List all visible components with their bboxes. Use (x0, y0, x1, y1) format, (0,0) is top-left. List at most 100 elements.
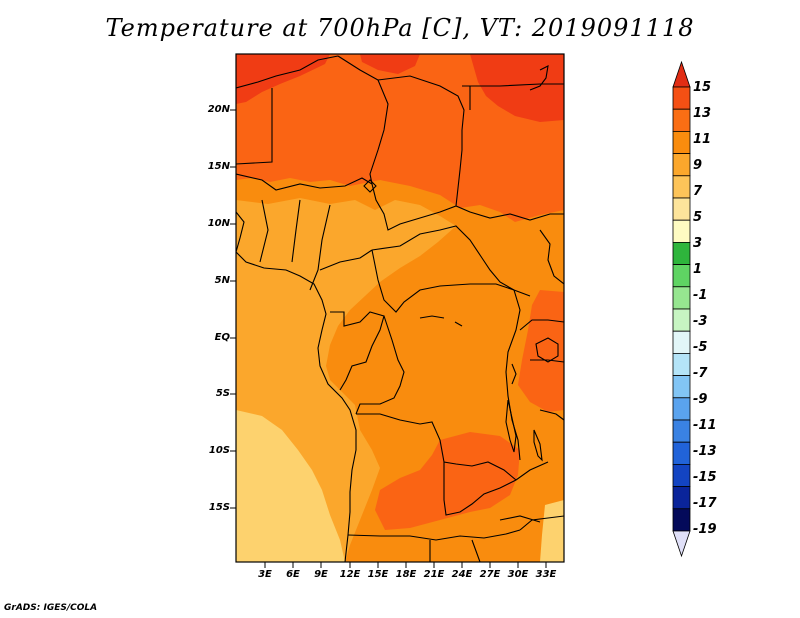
lon-label-18e: 18E (395, 569, 417, 580)
border-north-2 (337, 55, 389, 185)
colorbar-label-neg17: -17 (693, 496, 717, 511)
colorbar-box (672, 130, 691, 154)
border-north-1 (236, 55, 339, 89)
colorbar-box (672, 463, 691, 487)
colorbar-label-5: 5 (693, 210, 703, 225)
colorbar-top-arrow (672, 60, 691, 88)
lake-tanganyika (505, 399, 517, 453)
colorbar-box (672, 441, 691, 465)
colorbar-label-neg13: -13 (693, 444, 717, 459)
border-namibia (429, 539, 481, 562)
colorbar-box (672, 419, 691, 443)
lat-label-15s: 15S (208, 502, 230, 513)
coastline-west (236, 211, 357, 562)
colorbar-label-neg15: -15 (693, 470, 717, 485)
colorbar-label-3: 3 (693, 236, 703, 251)
red-sea (529, 65, 549, 91)
lon-ticks (264, 562, 547, 568)
border-gabon (330, 311, 385, 391)
colorbar-box (672, 175, 691, 199)
lon-label-12e: 12E (339, 569, 361, 580)
colorbar-box (672, 330, 691, 354)
colorbar-boxes (672, 86, 691, 532)
lake-malawi (533, 429, 543, 462)
chart-title: Temperature at 700hPa [C], VT: 201909111… (105, 14, 695, 42)
colorbar-box (672, 375, 691, 399)
river-congo (419, 315, 463, 327)
colorbar-box (672, 486, 691, 510)
colorbar-label-1: 1 (693, 262, 703, 277)
border-angola-s (347, 529, 521, 541)
lat-ticks (230, 109, 236, 509)
colorbar-box (672, 197, 691, 221)
lon-label-15e: 15E (367, 569, 389, 580)
credit-text: GrADS: IGES/COLA (4, 603, 98, 613)
east-border-ne (539, 229, 564, 285)
lon-label-6e: 6E (286, 569, 300, 580)
lon-label-33e: 33E (535, 569, 557, 580)
border-tanzania (519, 319, 564, 421)
colorbar-label-neg11: -11 (693, 418, 717, 433)
colorbar-label-neg9: -9 (693, 392, 708, 407)
colorbar-label-neg7: -7 (693, 366, 708, 381)
lat-label-10n: 10N (207, 218, 230, 229)
coastlines-and-borders (236, 55, 564, 562)
colorbar-box (672, 308, 691, 332)
field-band-11-13 (236, 54, 564, 222)
border-cam-gab (319, 249, 515, 313)
lat-label-eq: EQ (214, 332, 230, 343)
colorbar-box (672, 508, 691, 532)
lat-label-15n: 15N (207, 161, 230, 172)
border-mozambique (499, 515, 564, 531)
colorbar-box (672, 352, 691, 376)
field-band-13-15-ne (470, 54, 564, 122)
colorbar-label-neg3: -3 (693, 314, 708, 329)
lon-label-24e: 24E (451, 569, 473, 580)
colorbar-label-9: 9 (693, 158, 703, 173)
colorbar-label-15: 15 (693, 80, 712, 95)
lon-label-21e: 21E (423, 569, 445, 580)
border-north-3 (377, 75, 465, 207)
temperature-field (236, 54, 564, 562)
lon-label-27e: 27E (479, 569, 501, 580)
colorbar-box (672, 153, 691, 177)
colorbar-box (672, 241, 691, 265)
colorbar-label-neg1: -1 (693, 288, 708, 303)
border-west-1 (236, 88, 273, 165)
field-band-5-7-se (540, 500, 564, 562)
colorbar-label-11: 11 (693, 132, 712, 147)
lat-label-10s: 10S (208, 445, 230, 456)
field-band-11-13-s (375, 432, 520, 530)
colorbar-label-13: 13 (693, 106, 712, 121)
lon-label-3e: 3E (258, 569, 272, 580)
lat-label-5n: 5N (214, 275, 230, 286)
colorbar-box (672, 264, 691, 288)
border-sahel-2 (371, 183, 564, 231)
colorbar-box (672, 108, 691, 132)
border-angola-n (356, 413, 517, 481)
lat-label-20n: 20N (207, 104, 230, 115)
colorbar-box (672, 86, 691, 110)
lake-chad (363, 179, 377, 193)
border-sahel-1 (236, 173, 373, 191)
colorbar-box (672, 286, 691, 310)
colorbar-box (672, 397, 691, 421)
lake-kivu (511, 363, 517, 385)
border-congo (355, 315, 405, 415)
lake-victoria (535, 337, 559, 363)
colorbar-box (672, 219, 691, 243)
field-band-5-7-sw (236, 410, 345, 562)
colorbar-label-neg5: -5 (693, 340, 708, 355)
border-drc-east (505, 289, 521, 461)
map-frame (235, 53, 565, 563)
colorbar-bottom-arrow (672, 530, 691, 558)
field-band-13-15-n (360, 54, 420, 74)
border-zambia (443, 461, 549, 516)
lon-label-30e: 30E (507, 569, 529, 580)
colorbar-label-7: 7 (693, 184, 703, 199)
border-inner-1 (259, 199, 331, 291)
border-north-4 (462, 83, 564, 110)
lat-label-5s: 5S (215, 388, 230, 399)
lon-label-9e: 9E (314, 569, 328, 580)
